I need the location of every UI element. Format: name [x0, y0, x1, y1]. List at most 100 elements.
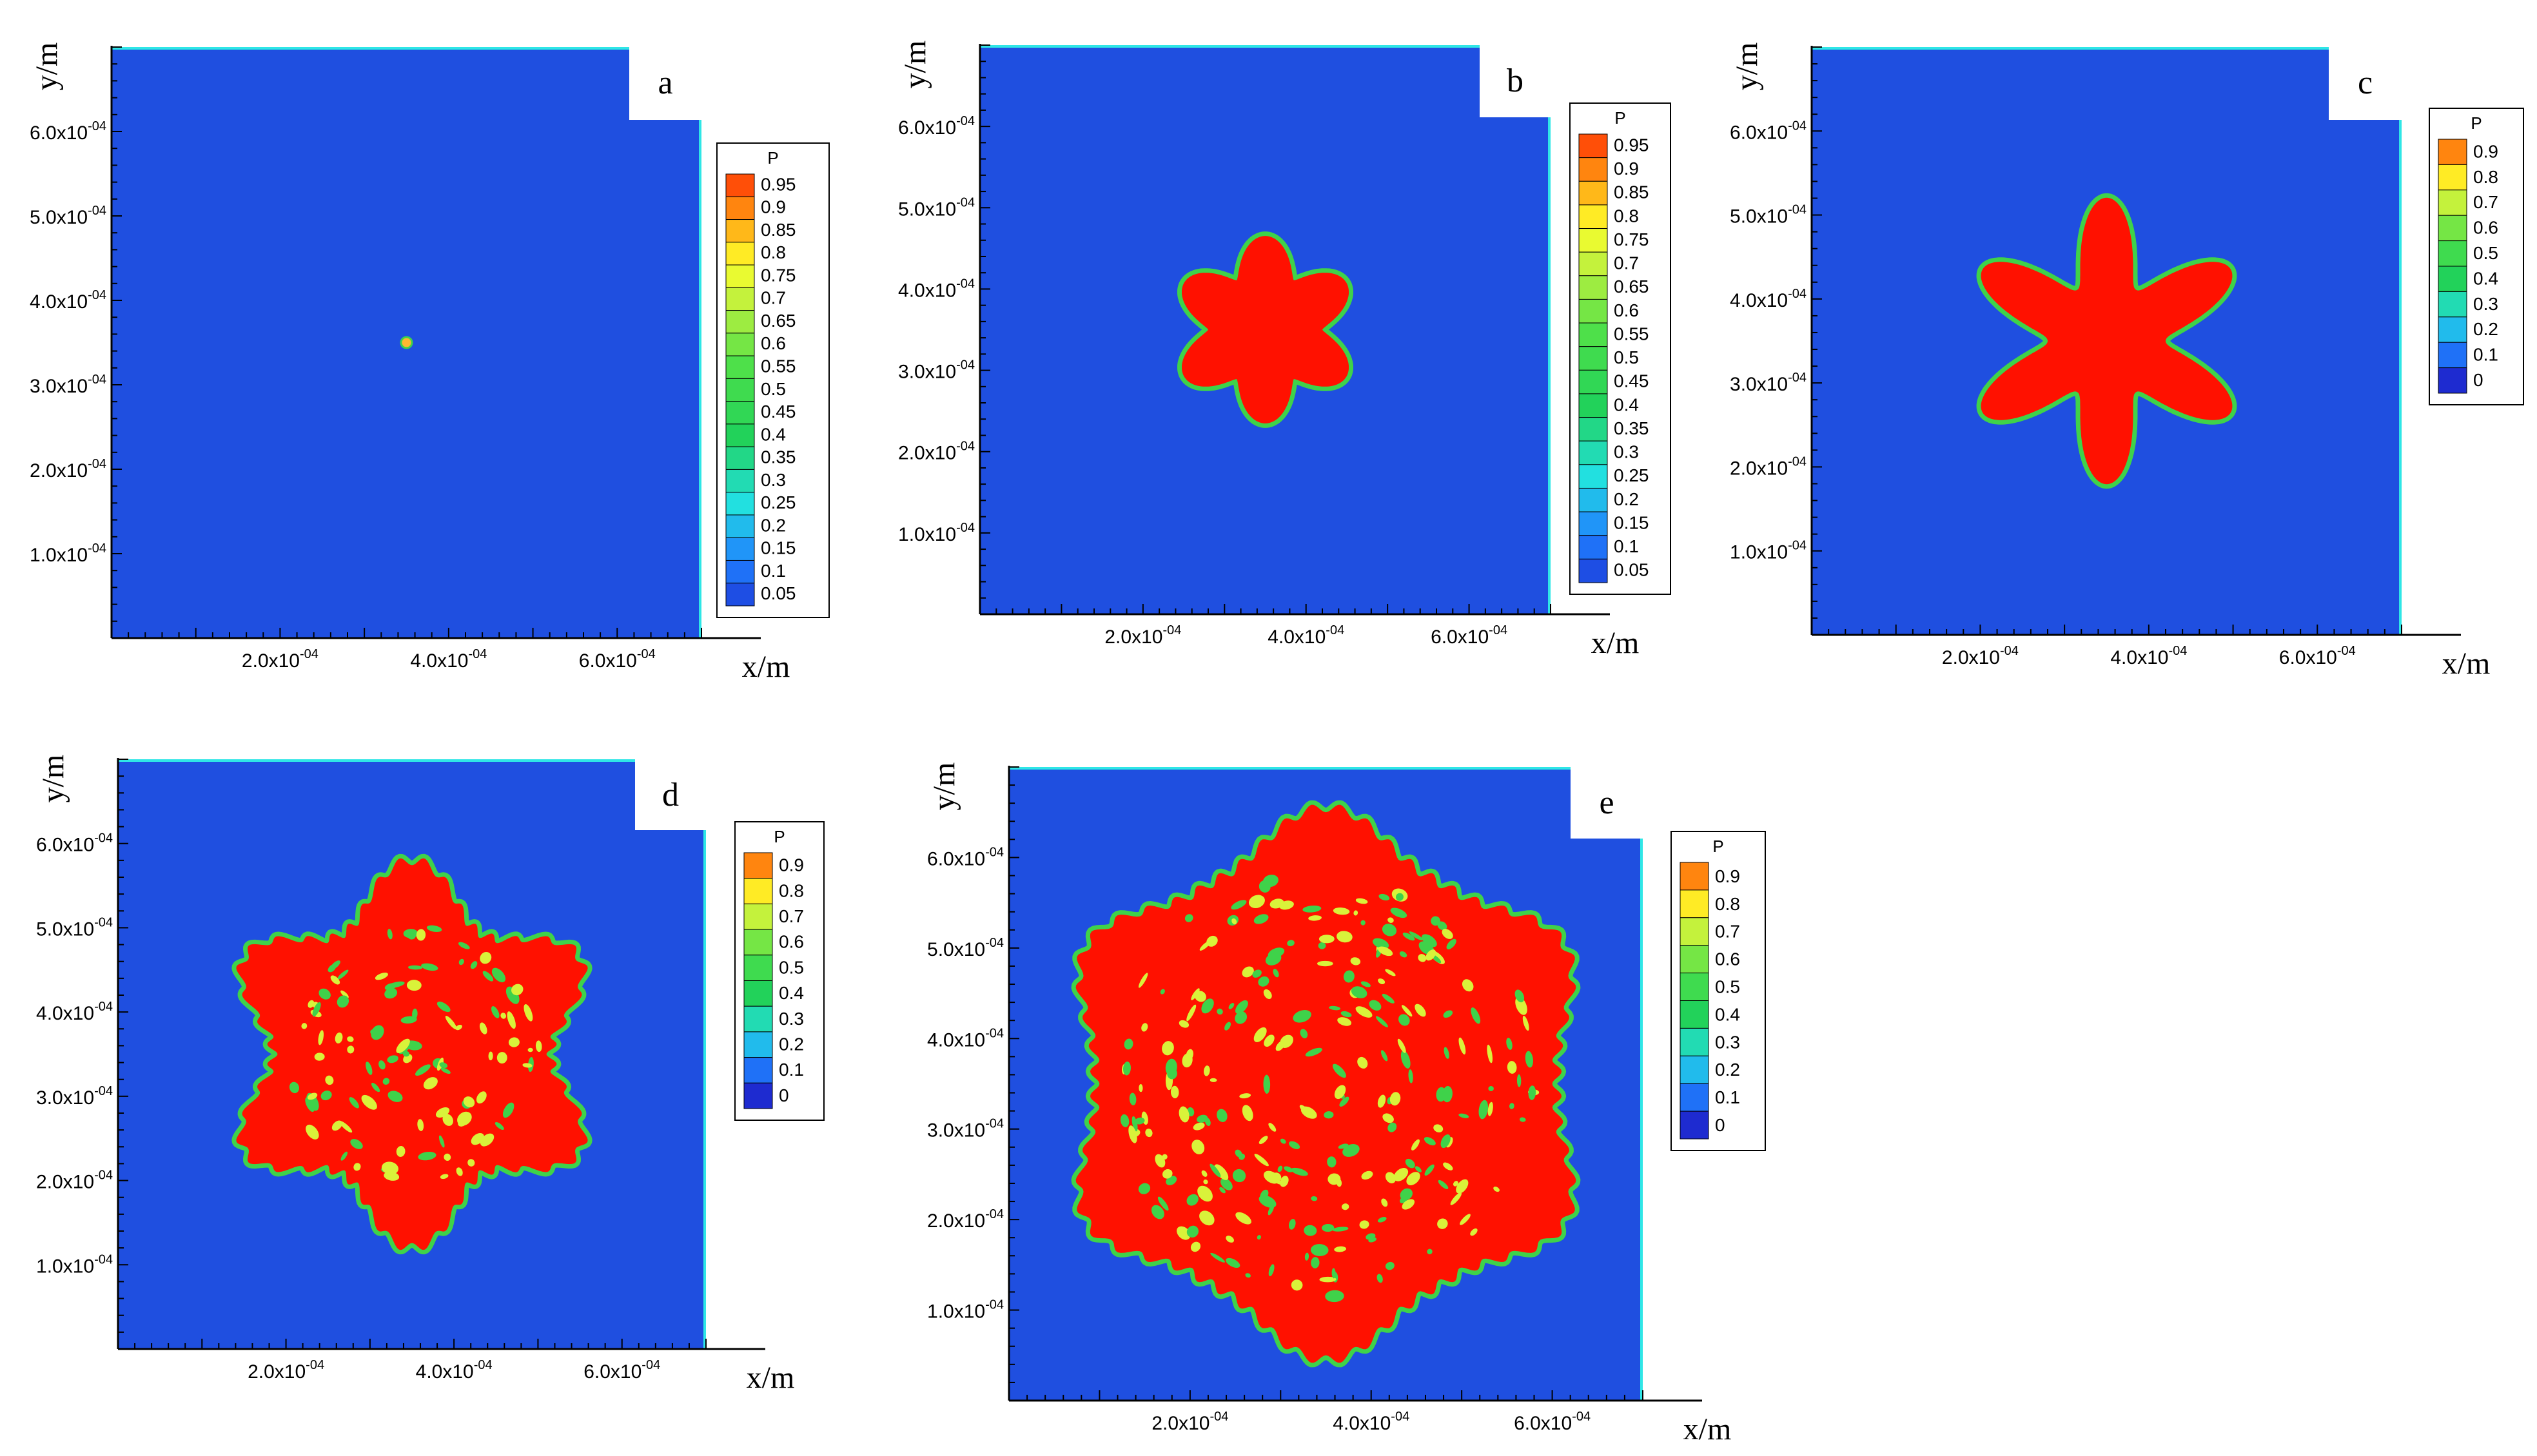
pore [1280, 1138, 1286, 1144]
pore [1506, 1038, 1513, 1050]
tick-label-exponent: -04 [1210, 1410, 1228, 1424]
pore [1405, 1158, 1415, 1169]
tick-label-base: 4.0x10 [30, 291, 88, 313]
pore [371, 1082, 380, 1092]
pore [350, 1139, 363, 1149]
tick-label-exponent: -04 [985, 1298, 1004, 1312]
legend-level-label: 0.5 [1715, 976, 1740, 996]
tick-label-exponent: -04 [300, 647, 318, 661]
pore [1277, 1165, 1283, 1172]
tick-label: 4.0x10-04 [416, 1358, 493, 1383]
tick-label-base: 4.0x10 [36, 1003, 94, 1024]
tick-label-base: 2.0x10 [1104, 626, 1162, 648]
legend-level-label: 0.7 [761, 288, 786, 308]
pore [1382, 924, 1397, 937]
tick-label: 6.0x10-04 [2279, 644, 2356, 668]
pore [1311, 1257, 1320, 1268]
pore [1291, 1167, 1308, 1176]
tick-label: 2.0x10-04 [242, 647, 318, 672]
pore [347, 1036, 354, 1042]
tick-label: 3.0x10-04 [30, 373, 106, 397]
pore [407, 933, 416, 940]
crystal-solid [236, 858, 588, 1250]
pore [1337, 931, 1353, 943]
pore [1162, 1169, 1173, 1179]
legend-level-label: 0.6 [779, 932, 804, 952]
pore [1188, 1226, 1199, 1237]
pore [1357, 1056, 1368, 1069]
legend-swatch [1578, 417, 1608, 442]
tick-label-exponent: -04 [88, 457, 106, 471]
pore [1217, 1109, 1228, 1122]
legend-level-label: 0.6 [1715, 949, 1740, 969]
tick-label-exponent: -04 [956, 521, 975, 535]
tick-label-base: 6.0x10 [1730, 122, 1788, 143]
pore [1141, 1023, 1148, 1032]
tick-label-exponent: -04 [1162, 623, 1181, 637]
pore [1311, 1196, 1318, 1201]
tick-label-base: 2.0x10 [1942, 647, 2000, 668]
pore [1123, 1061, 1131, 1076]
pore [1224, 1022, 1231, 1031]
pore [1199, 1210, 1215, 1226]
legend-level-label: 0.2 [761, 515, 786, 535]
legend-level-label: 0.7 [779, 906, 804, 926]
tick-label-base: 5.0x10 [30, 207, 88, 228]
tick-label-base: 1.0x10 [927, 1301, 985, 1323]
legend-swatch [1680, 1027, 1709, 1056]
pore [1259, 1136, 1268, 1145]
tick-label-exponent: -04 [1788, 371, 1807, 385]
pore [384, 1171, 400, 1181]
pore [535, 1040, 542, 1053]
tick-label-exponent: -04 [985, 1026, 1004, 1040]
pore [1385, 969, 1396, 976]
legend-level-label: 0.7 [1715, 922, 1740, 942]
pore [426, 925, 442, 933]
pore [1160, 989, 1165, 995]
panel-label: a [658, 64, 672, 101]
pore [1402, 932, 1415, 941]
pore [387, 929, 393, 940]
tick-label-base: 5.0x10 [898, 199, 956, 220]
panel-a: 2.0x10-04 4.0x10-04 6.0x10-041.0x10-042.0x… [30, 43, 830, 684]
pore [1293, 1010, 1311, 1023]
pore [1409, 931, 1424, 941]
tick-label-exponent: -04 [985, 845, 1004, 859]
pore [328, 964, 337, 973]
pore [289, 1082, 299, 1094]
pore [1433, 1124, 1444, 1132]
legend-swatch [725, 219, 755, 243]
pore [1350, 957, 1361, 966]
pore [1387, 917, 1394, 923]
pore [306, 1124, 319, 1140]
tick-label-exponent: -04 [956, 114, 975, 128]
tick-label-exponent: -04 [956, 195, 975, 209]
legend-level-label: 0.7 [1614, 253, 1639, 273]
panel-b: 2.0x10-04 4.0x10-04 6.0x10-041.0x10-042.0x… [898, 41, 1671, 660]
pore [1376, 1274, 1383, 1283]
tick-label-base: 1.0x10 [30, 545, 88, 566]
pore [1317, 960, 1333, 967]
tick-label-base: 3.0x10 [36, 1087, 94, 1109]
tick-label: 2.0x10-04 [1104, 623, 1181, 648]
tick-label-base: 2.0x10 [36, 1172, 94, 1193]
tick-label: 6.0x10-04 [579, 647, 656, 672]
pore [482, 971, 494, 982]
pore [1217, 1008, 1223, 1015]
legend-level-label: 0.2 [1715, 1060, 1740, 1080]
tick-label: 1.0x10-04 [898, 521, 975, 545]
pore [1235, 1011, 1248, 1024]
pore [1341, 1203, 1349, 1210]
pore [1361, 1170, 1373, 1180]
pore [502, 1102, 514, 1118]
legend-level-label: 0.25 [1614, 465, 1649, 485]
legend-swatch [725, 378, 755, 402]
pore [1385, 1261, 1395, 1270]
pore [1264, 1034, 1275, 1047]
pore [1299, 1105, 1308, 1112]
legend-swatch [743, 955, 773, 982]
tick-label: 2.0x10-04 [30, 457, 106, 481]
legend-swatch [725, 173, 755, 197]
pore [1334, 1085, 1346, 1100]
pore [1179, 1106, 1190, 1123]
